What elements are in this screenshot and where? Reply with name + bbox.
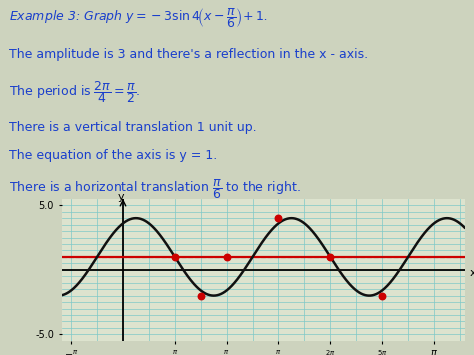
Text: There is a horizontal translation $\dfrac{\pi}{6}$ to the right.: There is a horizontal translation $\dfra… — [9, 177, 300, 201]
Point — [197, 293, 205, 299]
Point — [378, 293, 386, 299]
Point — [275, 215, 283, 221]
Text: Example 3: Graph $y = -3\sin 4\!\left(x - \dfrac{\pi}{6}\right)\!+1$.: Example 3: Graph $y = -3\sin 4\!\left(x … — [9, 6, 267, 30]
Point — [223, 254, 230, 260]
Text: The equation of the axis is y = 1.: The equation of the axis is y = 1. — [9, 149, 217, 162]
Text: The amplitude is 3 and there's a reflection in the x - axis.: The amplitude is 3 and there's a reflect… — [9, 48, 368, 61]
Text: x: x — [469, 268, 474, 278]
Text: The period is $\dfrac{2\pi}{4} = \dfrac{\pi}{2}$.: The period is $\dfrac{2\pi}{4} = \dfrac{… — [9, 80, 140, 105]
Point — [327, 254, 334, 260]
Text: y: y — [118, 192, 124, 202]
Point — [171, 254, 179, 260]
Text: There is a vertical translation 1 unit up.: There is a vertical translation 1 unit u… — [9, 121, 256, 134]
